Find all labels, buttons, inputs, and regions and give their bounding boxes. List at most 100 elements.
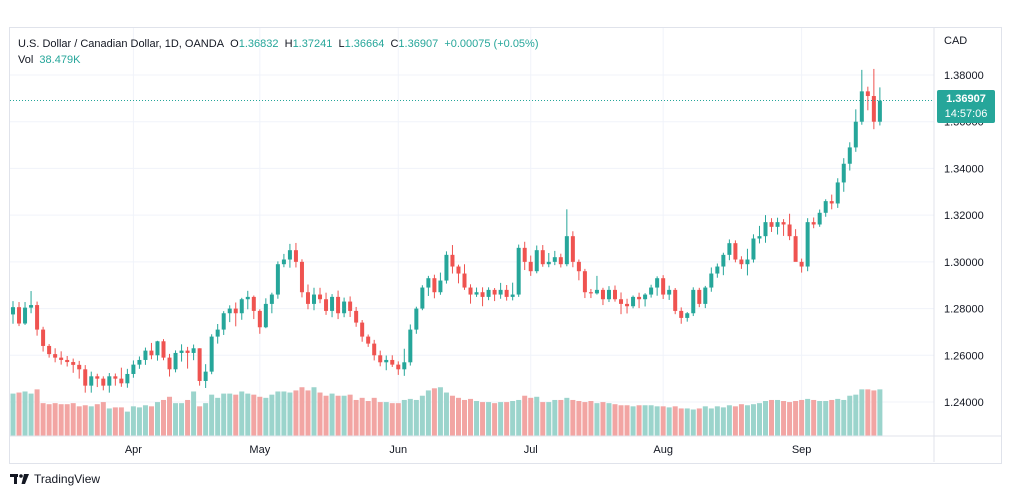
volume-bar [347, 394, 353, 436]
volume-bar [106, 408, 112, 436]
volume-bar [756, 403, 762, 436]
volume-bar [124, 411, 130, 436]
candle-body [305, 292, 310, 304]
volume-bar [275, 391, 281, 436]
x-axis: Apr May Jun Jul Aug Sep [125, 444, 812, 456]
candle-body [408, 329, 413, 363]
candle-body [558, 257, 563, 265]
volume-bar [329, 393, 335, 436]
volume-bar [624, 405, 630, 436]
volume-bar [112, 407, 118, 436]
volume-bar [161, 399, 166, 436]
tradingview-brand[interactable]: TradingView [10, 472, 100, 486]
x-tick-label: Apr [125, 444, 142, 456]
volume-bar [317, 392, 323, 436]
volume-bar [672, 406, 678, 436]
volume-bar [142, 405, 148, 436]
volume-bar [720, 407, 726, 436]
currency-label[interactable]: CAD [944, 35, 968, 47]
candle-body [733, 243, 738, 260]
candle-body [348, 301, 353, 311]
candle-body [402, 362, 407, 370]
candle-body [811, 222, 816, 225]
candle-body [41, 329, 46, 346]
last-price-badge: 1.36907 14:57:06 [937, 90, 995, 123]
volume-bar [257, 396, 263, 436]
volume-bar [389, 403, 395, 436]
volume-bar [486, 402, 492, 436]
volume-bar [558, 399, 564, 436]
volume-bar [793, 401, 799, 436]
volume-bar [763, 401, 768, 436]
candle-body [673, 289, 678, 311]
volume-bar [732, 406, 738, 436]
candle-body [215, 329, 220, 337]
volume-bar [22, 391, 28, 436]
candle-body [149, 350, 154, 356]
candle-body [661, 278, 666, 295]
candle-body [576, 261, 581, 272]
candle-body [173, 352, 178, 370]
candle-body [299, 261, 304, 293]
candle-body [390, 359, 395, 365]
volume-bar [46, 404, 52, 436]
candle-body [239, 299, 244, 314]
volume-bar [811, 399, 817, 436]
candle-body [372, 343, 377, 356]
volume-bar [702, 406, 708, 436]
candle-body [125, 373, 130, 384]
volume-bar [588, 401, 594, 436]
volume-bar [823, 401, 829, 436]
volume-bar [528, 397, 534, 436]
candle-body [450, 254, 455, 267]
candle-body [871, 96, 876, 122]
candle-body [330, 296, 335, 311]
volume-bar [28, 393, 34, 436]
symbol-title[interactable]: U.S. Dollar / Canadian Dollar, 1D, OANDA [18, 38, 225, 50]
candle-body [77, 364, 82, 370]
candle-body [781, 222, 786, 225]
candle-body [619, 299, 624, 304]
candle-body [396, 364, 401, 370]
y-tick-label: 1.34000 [944, 163, 984, 175]
x-tick-label: Aug [653, 444, 673, 456]
candle-body [751, 238, 756, 260]
volume-bar [504, 402, 510, 436]
candle-body [233, 308, 238, 314]
volume-bar [877, 389, 883, 436]
candle-body [161, 341, 166, 358]
volume-bar [805, 398, 811, 436]
candle-body [703, 287, 708, 304]
candle-body [414, 308, 419, 330]
candle-body [65, 359, 70, 363]
volume-bar [40, 403, 46, 436]
candle-body [534, 250, 539, 272]
candle-body [275, 264, 280, 295]
candle-body [763, 222, 768, 237]
candle-body [167, 357, 172, 370]
candle-body [197, 348, 202, 381]
candle-body [528, 261, 533, 272]
ohlc-row: U.S. Dollar / Canadian Dollar, 1D, OANDA… [18, 36, 539, 52]
candle-body [793, 236, 798, 262]
candle-body [588, 292, 593, 294]
volume-bar [841, 399, 847, 436]
volume-bar [744, 405, 750, 436]
candle-body [745, 259, 750, 265]
volume-bar [859, 389, 865, 436]
y-tick-label: 1.32000 [944, 210, 984, 222]
volume-bar [600, 402, 606, 436]
volume-bar [570, 399, 576, 436]
brand-name: TradingView [34, 472, 101, 486]
candle-body [805, 222, 810, 267]
volume-bar [431, 388, 437, 436]
volume-bar [666, 407, 672, 436]
volume-bar [407, 398, 413, 436]
candle-body [420, 287, 425, 309]
candle-body [799, 261, 804, 267]
volume-bar [215, 397, 221, 436]
candle-body [685, 313, 690, 318]
candle-body [384, 359, 389, 363]
volume-bar [185, 399, 191, 436]
